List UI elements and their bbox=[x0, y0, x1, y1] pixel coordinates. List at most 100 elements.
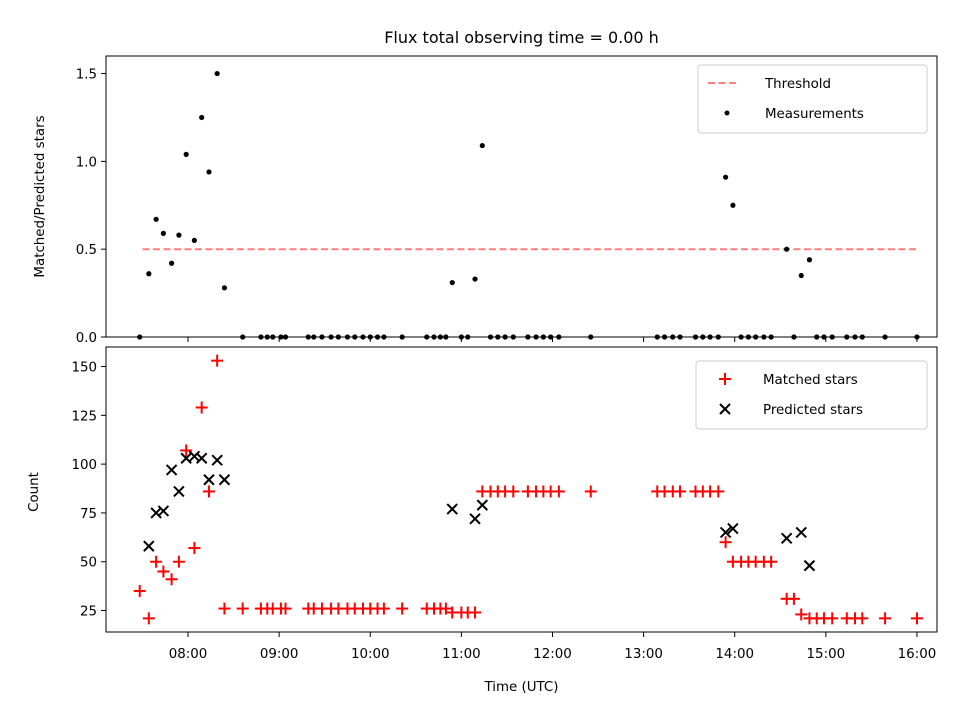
matched-star-point bbox=[157, 565, 170, 578]
predicted-star-point bbox=[203, 474, 215, 486]
predicted-star-stroke-b bbox=[795, 526, 807, 539]
measurement-point bbox=[183, 151, 189, 157]
measurement-point bbox=[806, 257, 813, 263]
predicted-legend-swatch bbox=[719, 403, 731, 415]
top-x-ticks bbox=[187, 337, 918, 342]
predicted-star-point bbox=[476, 499, 489, 511]
matched-star-point bbox=[552, 485, 565, 498]
matched-star-point bbox=[584, 485, 597, 498]
predicted-star-point bbox=[780, 532, 793, 545]
measurement-point bbox=[472, 276, 478, 282]
measurement-point bbox=[160, 230, 167, 236]
legend-label-predicted: Predicted stars bbox=[763, 403, 863, 418]
bottom-x-tick-label: 13:00 bbox=[624, 647, 663, 662]
predicted-star-stroke-b bbox=[476, 499, 489, 511]
legend-label-matched: Matched stars bbox=[763, 373, 858, 388]
measurement-point bbox=[146, 271, 152, 277]
measurement-point bbox=[199, 114, 205, 121]
measurement-point bbox=[153, 216, 159, 222]
predicted-star-stroke-b bbox=[727, 522, 739, 535]
top-subplot: 0.0 0.5 1.0 1.5 Matched/Predicted stars Thr… bbox=[33, 55, 938, 346]
matched-star-point bbox=[202, 485, 215, 498]
predicted-stars-layer bbox=[143, 450, 816, 572]
predicted-star-point bbox=[803, 559, 816, 572]
matched-stars-layer bbox=[133, 354, 923, 625]
bottom-x-tick-label: 12:00 bbox=[533, 647, 572, 662]
predicted-star-point bbox=[719, 526, 732, 539]
matched-star-point bbox=[856, 612, 869, 625]
predicted-star-stroke-b bbox=[150, 507, 162, 519]
bottom-legend-box bbox=[695, 360, 928, 430]
bottom-x-tick-label: 11:00 bbox=[442, 647, 481, 662]
matched-star-point bbox=[910, 612, 923, 625]
bottom-y-tick-label: 75 bbox=[80, 507, 97, 522]
matched-star-point bbox=[826, 612, 839, 625]
predicted-star-stroke-b bbox=[803, 559, 816, 572]
predicted-star-point bbox=[446, 503, 458, 515]
measurement-point bbox=[176, 232, 182, 238]
matched-star-point bbox=[439, 602, 452, 615]
matched-star-point bbox=[879, 612, 892, 625]
bottom-x-tick-label: 16:00 bbox=[898, 647, 937, 662]
bottom-y-tick-label: 125 bbox=[71, 409, 97, 424]
matched-star-point bbox=[279, 602, 292, 615]
predicted-star-stroke-b bbox=[469, 513, 481, 525]
predicted-star-stroke-b bbox=[780, 532, 793, 545]
matched-star-point bbox=[377, 602, 390, 615]
top-y-ticks: 0.0 0.5 1.0 1.5 bbox=[76, 68, 106, 346]
matched-star-point bbox=[172, 555, 185, 568]
predicted-star-point bbox=[795, 526, 807, 539]
measurement-point bbox=[214, 70, 220, 77]
predicted-star-stroke-b bbox=[143, 540, 155, 552]
bottom-y-tick-label: 25 bbox=[80, 605, 97, 620]
predicted-star-stroke-b bbox=[195, 452, 208, 464]
bottom-x-ticks: 08:00 09:00 10:00 11:00 12:00 13:00 14:00 15:00… bbox=[169, 632, 937, 662]
predicted-star-point bbox=[180, 452, 192, 464]
predicted-star-point bbox=[469, 513, 481, 525]
measurement-point bbox=[730, 202, 736, 208]
predicted-star-point bbox=[173, 485, 185, 498]
bottom-x-tick-label: 15:00 bbox=[807, 647, 846, 662]
top-y-tick-label: 1.0 bbox=[76, 155, 97, 170]
predicted-star-point bbox=[727, 522, 739, 535]
measurement-point bbox=[206, 169, 212, 175]
matched-star-point bbox=[211, 354, 224, 367]
measurement-point bbox=[221, 285, 228, 291]
predicted-star-stroke-b bbox=[203, 474, 215, 486]
matched-star-point bbox=[674, 485, 687, 498]
top-legend-box bbox=[697, 64, 928, 134]
matched-legend-swatch bbox=[719, 373, 731, 385]
bottom-axes-frame bbox=[105, 346, 938, 633]
matched-star-point bbox=[236, 602, 249, 615]
matched-star-point bbox=[195, 401, 208, 414]
predicted-star-stroke-b bbox=[157, 505, 170, 517]
measurements-legend-swatch bbox=[724, 110, 730, 116]
predicted-star-point bbox=[211, 454, 223, 466]
predicted-star-point bbox=[195, 452, 208, 464]
x-axis-label: Time (UTC) bbox=[483, 680, 558, 695]
bottom-x-tick-label: 10:00 bbox=[351, 647, 390, 662]
predicted-star-stroke-b bbox=[211, 454, 223, 466]
matched-star-point bbox=[469, 606, 482, 619]
matched-star-point bbox=[719, 536, 732, 549]
bottom-y-tick-label: 100 bbox=[71, 458, 97, 473]
bottom-y-tick-label: 50 bbox=[80, 556, 97, 571]
matched-star-point bbox=[712, 485, 725, 498]
top-y-axis-label: Matched/Predicted stars bbox=[33, 115, 48, 277]
measurement-point bbox=[479, 142, 485, 149]
measurement-point bbox=[723, 174, 729, 180]
predicted-star-stroke-b bbox=[180, 452, 192, 464]
legend-label-threshold: Threshold bbox=[764, 77, 831, 92]
predicted-star-point bbox=[157, 505, 170, 517]
matched-star-point bbox=[150, 555, 163, 568]
matched-star-point bbox=[795, 608, 808, 621]
top-legend: Threshold Measurements bbox=[697, 64, 928, 134]
predicted-star-point bbox=[143, 540, 155, 552]
predicted-star-stroke-b bbox=[446, 503, 458, 515]
matched-star-point bbox=[765, 555, 778, 568]
matched-star-point bbox=[165, 573, 178, 586]
chart-title: Flux total observing time = 0.00 h bbox=[384, 28, 659, 47]
top-y-tick-label: 0.5 bbox=[76, 243, 97, 258]
predicted-star-stroke-b bbox=[218, 474, 231, 486]
predicted-star-stroke-b bbox=[719, 526, 732, 539]
